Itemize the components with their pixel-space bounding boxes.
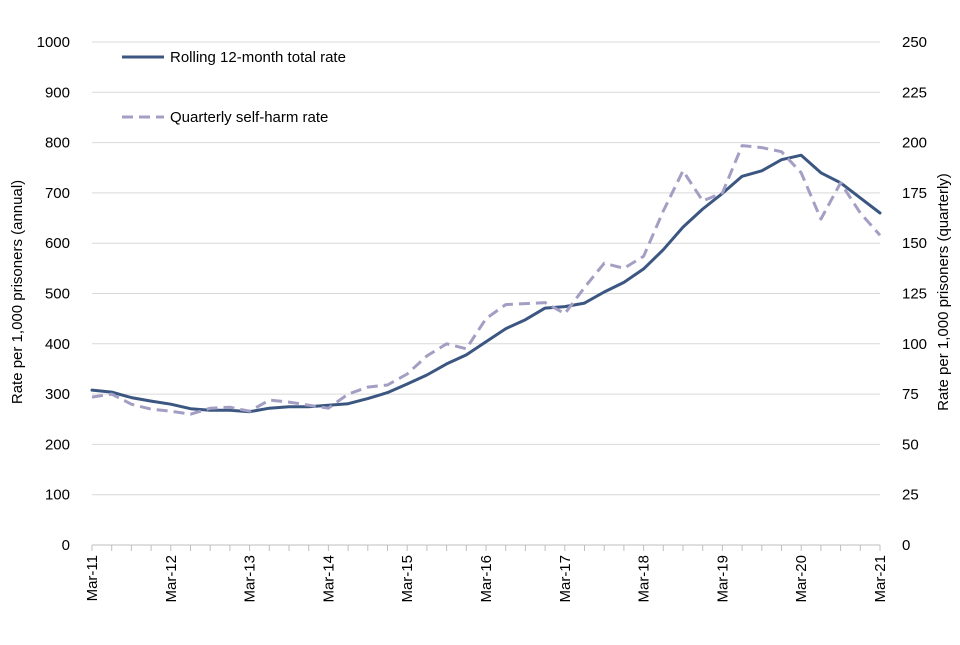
legend-label: Quarterly self-harm rate (170, 109, 328, 126)
x-tick-label: Mar-19 (714, 555, 731, 603)
legend-label: Rolling 12-month total rate (170, 49, 346, 66)
y-axis-left-title: Rate per 1,000 prisoners (annual) (9, 180, 26, 404)
x-tick-label: Mar-15 (399, 555, 416, 603)
y-left-tick-label: 800 (45, 135, 70, 152)
series-lines (90, 144, 882, 416)
y-left-tick-label: 0 (62, 537, 70, 554)
y-right-tick-label: 200 (902, 135, 927, 152)
x-tick-label: Mar-12 (163, 555, 180, 603)
x-tick-label: Mar-21 (872, 555, 889, 603)
y-right-tick-label: 75 (902, 386, 919, 403)
y-right-tick-label: 250 (902, 34, 927, 51)
x-tick-label: Mar-17 (557, 555, 574, 603)
x-tick-label: Mar-13 (242, 555, 259, 603)
y-right-tick-label: 175 (902, 185, 927, 202)
y-right-tick-label: 150 (902, 235, 927, 252)
x-tick-label: Mar-14 (320, 555, 337, 603)
y-left-tick-label: 400 (45, 336, 70, 353)
y-right-tick-label: 0 (902, 537, 910, 554)
y-left-tick-label: 900 (45, 84, 70, 101)
y-left-tick-label: 1000 (37, 34, 70, 51)
rolling-12-month-rate-line (90, 153, 882, 414)
y-right-tick-label: 100 (902, 336, 927, 353)
y-left-tick-label: 600 (45, 235, 70, 252)
y-right-tick-label: 225 (902, 84, 927, 101)
legend: Rolling 12-month total rate Quarterly sel… (122, 49, 346, 126)
x-tick-label: Mar-18 (636, 555, 653, 603)
y-left-tick-label: 300 (45, 386, 70, 403)
x-tick-label: Mar-20 (793, 555, 810, 603)
y-axis-right-title: Rate per 1,000 prisoners (quarterly) (935, 173, 952, 411)
x-tick-label: Mar-16 (478, 555, 495, 603)
y-left-tick-label: 500 (45, 286, 70, 303)
y-right-tick-label: 50 (902, 436, 919, 453)
y-right-tick-label: 125 (902, 286, 927, 303)
x-tick-label: Mar-11 (84, 555, 101, 601)
y-left-tick-label: 100 (45, 487, 70, 504)
quarterly-self-harm-rate-line (91, 144, 882, 416)
gridlines (92, 41, 880, 496)
y-left-tick-label: 700 (45, 185, 70, 202)
y-right-tick-label: 25 (902, 487, 919, 504)
axes: 0 100 200 300 400 500 600 700 800 900 1000 0 25 50 75 1… (37, 34, 927, 603)
y-left-tick-label: 200 (45, 436, 70, 453)
